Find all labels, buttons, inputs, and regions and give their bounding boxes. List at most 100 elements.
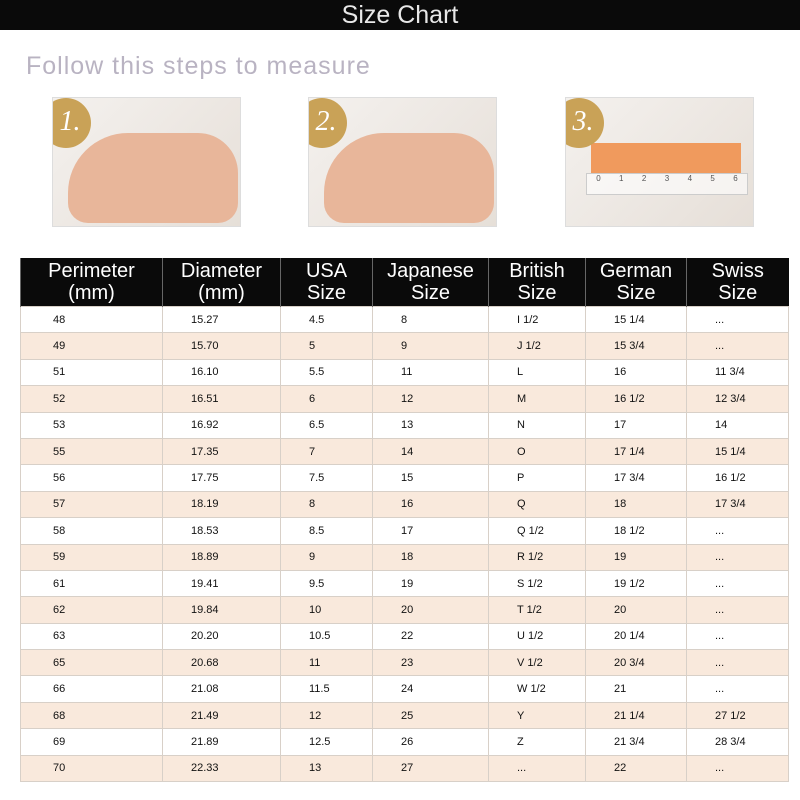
- column-header-line: Size: [616, 282, 656, 304]
- ruler-tick: 1: [619, 174, 624, 183]
- table-cell: Q 1/2: [488, 517, 586, 545]
- table-row: 70 22.33 13 27... 22...: [20, 754, 789, 783]
- table-cell: 22: [585, 754, 687, 783]
- table-cell: ...: [686, 305, 789, 334]
- table-cell: 19 1/2: [585, 569, 687, 598]
- table-row: 59 18.89 9 18 R 1/2 19...: [20, 543, 789, 571]
- table-cell: ...: [686, 754, 789, 783]
- table-cell: 6.5: [280, 411, 373, 439]
- table-row: 69 21.89 12.5 26 Z 21 3/4 28 3/4: [20, 728, 789, 756]
- table-row: 48 15.27 4.5 8 I 1/2 15 1/4...: [20, 305, 789, 334]
- table-cell: 11: [372, 358, 489, 387]
- table-cell: 16.10: [162, 358, 281, 387]
- table-cell: 20.68: [162, 649, 281, 677]
- table-row: 53 16.92 6.5 13 N 17 14: [20, 411, 789, 439]
- table-row: 65 20.68 11 23 V 1/2 20 3/4...: [20, 649, 789, 677]
- table-cell: 18.53: [162, 517, 281, 545]
- table-cell: 5: [280, 332, 373, 360]
- table-cell: 11: [280, 649, 373, 677]
- table-cell: 53: [20, 411, 163, 439]
- table-cell: 70: [20, 754, 163, 783]
- table-cell: 8: [372, 305, 489, 334]
- table-cell: ...: [686, 332, 789, 360]
- column-header: British Size: [488, 258, 586, 307]
- table-cell: 9: [280, 543, 373, 571]
- table-cell: 14: [372, 437, 489, 466]
- table-cell: 27: [372, 754, 489, 783]
- table-cell: I 1/2: [488, 305, 586, 334]
- table-row: 57 18.19 8 16 Q 18 17 3/4: [20, 490, 789, 519]
- table-cell: 7: [280, 437, 373, 466]
- table-cell: V 1/2: [488, 649, 586, 677]
- table-cell: 15: [372, 464, 489, 492]
- column-header-line: Swiss: [711, 260, 764, 282]
- table-cell: 10.5: [280, 622, 373, 651]
- table-cell: 24: [372, 675, 489, 703]
- ruler-scale: 0 1 2 3 4 5 6: [586, 173, 748, 195]
- table-cell: 61: [20, 569, 163, 598]
- column-header-line: Japanese: [387, 260, 474, 282]
- table-cell: 15 1/4: [585, 305, 687, 334]
- table-row: 68 21.49 12 25 Y 21 1/4 27 1/2: [20, 701, 789, 730]
- column-header: Perimeter (mm): [20, 258, 163, 307]
- table-cell: O: [488, 437, 586, 466]
- table-cell: ...: [488, 754, 586, 783]
- table-cell: 56: [20, 464, 163, 492]
- table-cell: 20 1/4: [585, 622, 687, 651]
- table-cell: 20: [372, 596, 489, 624]
- table-cell: 22.33: [162, 754, 281, 783]
- table-row: 66 21.08 11.5 24 W 1/2 21...: [20, 675, 789, 703]
- table-cell: 26: [372, 728, 489, 756]
- table-cell: 21: [585, 675, 687, 703]
- table-cell: ...: [686, 649, 789, 677]
- table-cell: R 1/2: [488, 543, 586, 571]
- column-header-line: Size: [411, 282, 450, 304]
- table-cell: Y: [488, 701, 586, 730]
- ruler-tick: 4: [687, 174, 693, 183]
- table-cell: 59: [20, 543, 163, 571]
- table-cell: 15.70: [162, 332, 281, 360]
- table-cell: 15.27: [162, 305, 281, 334]
- column-header: Swiss Size: [686, 258, 789, 307]
- table-cell: 18 1/2: [585, 517, 687, 545]
- table-cell: 57: [20, 490, 163, 519]
- column-header: German Size: [585, 258, 687, 307]
- table-header-row: Perimeter (mm) Diameter (mm) USA Size Japanese…: [20, 258, 789, 307]
- step-3-image: 0 1 2 3 4 5 6 3.: [565, 97, 754, 227]
- ruler-tick: 0: [596, 174, 601, 183]
- table-cell: 12: [372, 385, 489, 413]
- table-cell: 4.5: [280, 305, 373, 334]
- ruler-tick: 5: [710, 174, 715, 183]
- table-cell: ...: [686, 622, 789, 651]
- hand-illustration: [324, 133, 494, 223]
- step-1-image: 1.: [52, 97, 241, 227]
- table-cell: 21.89: [162, 728, 281, 756]
- table-cell: 19.84: [162, 596, 281, 624]
- table-cell: 51: [20, 358, 163, 387]
- table-cell: 16.92: [162, 411, 281, 439]
- table-cell: 11 3/4: [686, 358, 789, 387]
- table-row: 61 19.41 9.5 19 S 1/2 19 1/2...: [20, 569, 789, 598]
- table-row: 49 15.70 5 9 J 1/2 15 3/4...: [20, 332, 789, 360]
- column-header-line: (mm): [68, 282, 115, 304]
- table-cell: 20.20: [162, 622, 281, 651]
- table-cell: 8.5: [280, 517, 373, 545]
- table-row: 58 18.53 8.5 17 Q 1/2 18 1/2...: [20, 517, 789, 545]
- table-cell: Q: [488, 490, 586, 519]
- table-cell: 13: [280, 754, 373, 783]
- ruler-tick: 3: [664, 174, 670, 183]
- table-cell: 17 1/4: [585, 437, 687, 466]
- table-cell: 12.5: [280, 728, 373, 756]
- column-header: Diameter (mm): [162, 258, 281, 307]
- table-cell: ...: [686, 675, 789, 703]
- table-cell: 21 1/4: [585, 701, 687, 730]
- table-cell: 15 3/4: [585, 332, 687, 360]
- table-cell: 19: [372, 569, 489, 598]
- column-header-line: Size: [718, 282, 758, 304]
- ruler-tick: 6: [733, 174, 738, 183]
- hand-illustration: [68, 133, 238, 223]
- ruler-tick: 2: [641, 174, 647, 183]
- table-cell: W 1/2: [488, 675, 586, 703]
- table-cell: 17 3/4: [686, 490, 789, 519]
- step-2-image: 2.: [308, 97, 497, 227]
